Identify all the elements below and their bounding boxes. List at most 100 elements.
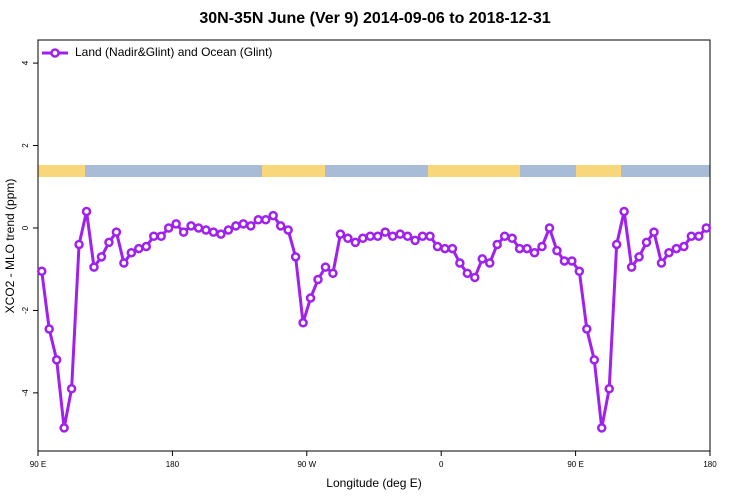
- point: [208, 227, 219, 237]
- point: [119, 258, 129, 268]
- point: [552, 245, 562, 256]
- point: [395, 229, 405, 239]
- point: [171, 219, 181, 229]
- point: [656, 258, 667, 268]
- point: [372, 231, 383, 241]
- land-strip: [576, 165, 621, 177]
- land-strip: [38, 165, 85, 177]
- point: [298, 318, 308, 328]
- point: [559, 256, 570, 266]
- y-axis-label: XCO2 - MLO trend (ppm): [3, 179, 17, 314]
- point: [44, 324, 54, 334]
- x-axis-label: Longitude (deg E): [326, 476, 421, 490]
- point: [186, 221, 196, 231]
- point: [223, 225, 234, 235]
- point: [425, 231, 435, 241]
- point: [470, 272, 480, 283]
- ocean-strip: [38, 165, 710, 177]
- chart-title: 30N-35N June (Ver 9) 2014-09-06 to 2018-…: [199, 10, 550, 27]
- point: [664, 247, 674, 258]
- point: [275, 221, 286, 231]
- point: [567, 256, 577, 266]
- point: [447, 243, 458, 254]
- point: [231, 221, 241, 231]
- point: [141, 241, 152, 252]
- point: [290, 252, 301, 262]
- point: [574, 266, 585, 277]
- point: [529, 247, 540, 258]
- point: [156, 231, 166, 241]
- point: [380, 227, 390, 237]
- point: [365, 231, 376, 241]
- point: [253, 214, 264, 225]
- x-tick-label: 0: [439, 460, 444, 469]
- point: [111, 227, 122, 237]
- point: [343, 233, 353, 244]
- point: [455, 258, 465, 268]
- point: [313, 274, 323, 285]
- point: [611, 239, 622, 250]
- point: [619, 206, 629, 217]
- point: [596, 423, 607, 433]
- point: [238, 219, 249, 229]
- plot-frame: [37, 39, 711, 452]
- x-tick-label: 180: [703, 460, 717, 469]
- point: [96, 252, 107, 262]
- point: [126, 247, 137, 258]
- point: [81, 206, 92, 217]
- point: [328, 268, 338, 279]
- point: [193, 223, 204, 233]
- point: [59, 423, 69, 433]
- x-tick-label: 90 E: [567, 460, 583, 469]
- point: [283, 225, 293, 235]
- y-tick-label: -2: [21, 306, 30, 314]
- point: [432, 241, 443, 252]
- point: [477, 254, 488, 264]
- y-tick-label: 0: [21, 225, 30, 230]
- point: [484, 258, 495, 268]
- point: [440, 243, 450, 254]
- land-ocean-strip: [38, 165, 710, 177]
- point: [66, 384, 77, 394]
- series-line: [40, 209, 708, 430]
- point: [671, 243, 682, 254]
- point: [402, 231, 413, 241]
- point: [492, 239, 502, 250]
- point: [268, 210, 278, 221]
- point: [417, 231, 428, 241]
- y-tick-label: 2: [21, 143, 30, 148]
- point: [462, 268, 473, 279]
- legend-marker: [50, 48, 60, 58]
- point: [694, 231, 704, 241]
- point: [701, 223, 712, 233]
- point: [686, 231, 697, 241]
- point: [350, 237, 361, 248]
- point: [246, 221, 256, 231]
- point: [387, 231, 398, 241]
- point: [604, 384, 614, 394]
- point: [201, 225, 211, 235]
- x-tick-label: 90 W: [297, 460, 316, 469]
- point: [358, 233, 368, 244]
- x-tick-label: 90 E: [30, 460, 46, 469]
- point: [260, 214, 271, 225]
- point: [582, 324, 592, 334]
- point: [320, 262, 331, 272]
- point: [589, 355, 600, 365]
- point: [544, 223, 555, 233]
- legend-label: Land (Nadir&Glint) and Ocean (Glint): [75, 45, 272, 59]
- y-tick-label: -4: [21, 389, 30, 397]
- point: [148, 231, 159, 241]
- point: [634, 252, 644, 262]
- point: [499, 231, 510, 241]
- point: [89, 262, 99, 272]
- land-strip: [262, 165, 325, 177]
- point: [36, 266, 47, 277]
- point: [178, 227, 189, 237]
- point: [74, 239, 84, 250]
- point: [51, 355, 62, 365]
- point: [514, 243, 525, 254]
- point: [216, 229, 226, 239]
